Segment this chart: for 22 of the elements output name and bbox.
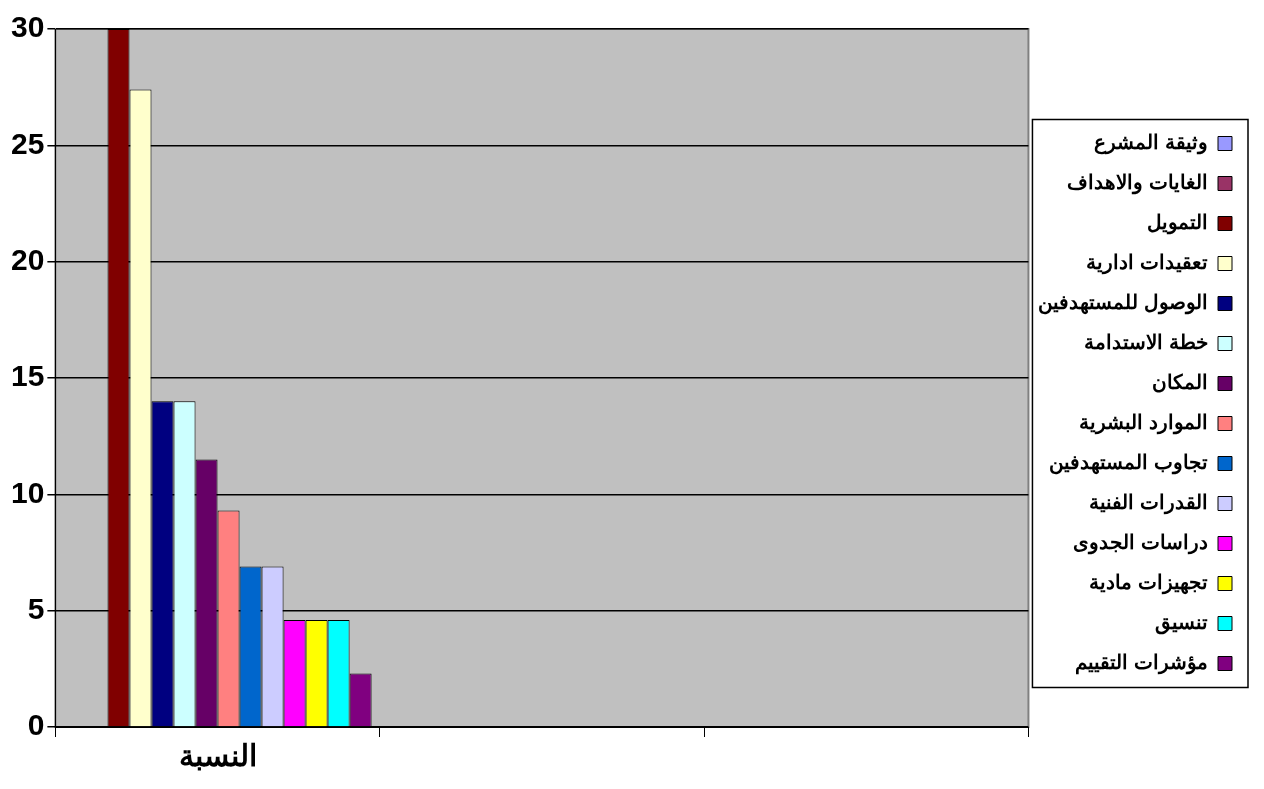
legend-label: الغايات والاهداف: [1067, 171, 1208, 196]
y-tick-label: 5: [27, 591, 45, 625]
legend-label: الوصول للمستهدفين: [1038, 291, 1208, 316]
x-tick-label: النسبة: [178, 739, 257, 773]
y-tick-label: 25: [10, 126, 45, 160]
legend-label: تعقيدات ادارية: [1086, 251, 1208, 276]
y-tick-label: 15: [10, 359, 45, 393]
legend-label: تنسيق: [1155, 611, 1208, 636]
legend-label: خطة الاستدامة: [1084, 331, 1208, 354]
y-tick-label: 10: [10, 475, 45, 509]
legend-label: وثيقة المشرع: [1094, 131, 1208, 156]
legend-label: تجاوب المستهدفين: [1049, 451, 1208, 476]
legend-label: القدرات الفنية: [1089, 491, 1208, 516]
legend-label: المكان: [1152, 371, 1208, 394]
y-tick-label: 0: [27, 708, 45, 742]
y-tick-label: 30: [10, 10, 45, 44]
legend-label: مؤشرات التقييم: [1075, 651, 1208, 676]
legend-label: تجهيزات مادية: [1089, 571, 1208, 596]
legend-label: التمويل: [1147, 211, 1208, 236]
y-tick-label: 20: [10, 242, 45, 276]
legend-label: دراسات الجدوى: [1073, 531, 1208, 556]
legend-label: الموارد البشرية: [1079, 411, 1208, 436]
